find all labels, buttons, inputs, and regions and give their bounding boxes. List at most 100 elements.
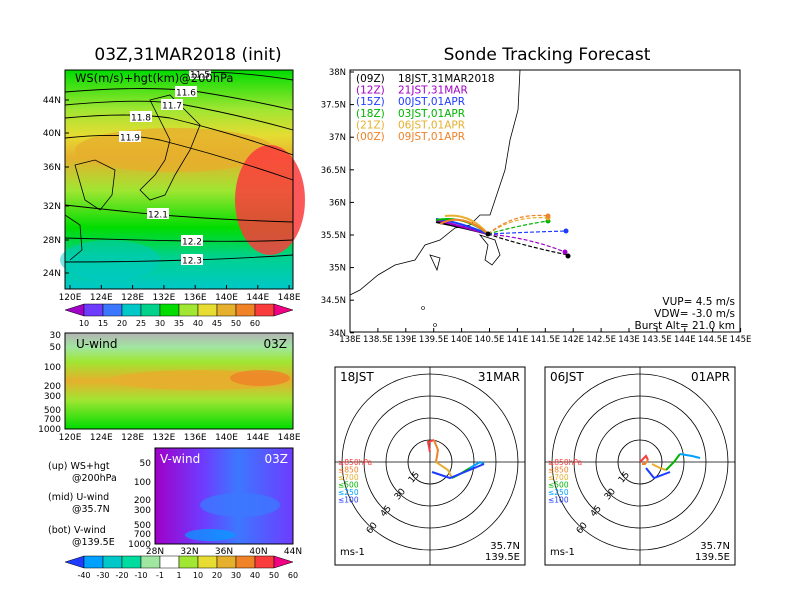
hodo-lat: 35.7N [700, 541, 730, 552]
hodo-trace [435, 461, 453, 479]
track-lon-tick-label: 143E [618, 335, 640, 345]
contour-label-bg [161, 99, 183, 110]
legend-code: (21Z) [356, 119, 385, 131]
ws-colorbar-swatch [273, 303, 294, 317]
contour-label: 11.7 [162, 102, 182, 112]
v-colorbar-swatch [121, 555, 142, 569]
track-descent-line [487, 233, 569, 256]
ws-colorbar-swatch [83, 303, 104, 317]
ws-colorbar-swatch [121, 303, 142, 317]
u-pressure-tick-label: 30 [50, 331, 62, 341]
track-landing-point [565, 253, 571, 259]
right-title: Sonde Tracking Forecast [444, 45, 651, 65]
track-lat-tick-label: 35.5N [321, 231, 346, 241]
v-colorbar-swatch [235, 555, 256, 569]
legend-time: 06JST,01APR [398, 119, 465, 131]
hodo-date: 31MAR [478, 370, 520, 384]
ws-colorbar-swatch [159, 303, 180, 317]
u-pressure-tick-label: 50 [50, 343, 62, 353]
track-descent-line [487, 220, 549, 235]
note-up-2: @200hPa [72, 473, 117, 484]
hodo-lat: 35.7N [490, 541, 520, 552]
hodo-trace [642, 459, 649, 465]
track-lon-tick-label: 138E [339, 335, 361, 345]
vup-text: VUP= 4.5 m/s [662, 296, 735, 308]
v-colorbar-label: -1 [156, 571, 164, 580]
contour-label-bg [175, 86, 197, 97]
ws-colorbar-label: 10 [79, 319, 89, 328]
weak-wind-area [60, 240, 160, 280]
ws-lat-tick-label: 32N [43, 202, 61, 212]
ws-colorbar-swatch [197, 303, 218, 317]
hodo-level-label: ≤850 [338, 466, 359, 475]
u-wind-frame [64, 332, 294, 430]
ws-colorbar-label: 20 [117, 319, 127, 328]
hodo-date: 01APR [691, 370, 730, 384]
u-lon-tick-label: 148E [278, 433, 301, 443]
u-lon-tick-label: 124E [90, 433, 113, 443]
v-pressure-tick-label: 200 [134, 496, 151, 506]
launch-point [485, 231, 491, 237]
u-pressure-tick-label: 500 [44, 406, 61, 416]
u-pressure-tick-label: 700 [44, 415, 61, 425]
u-wind-time: 03Z [264, 337, 288, 351]
u-pressure-tick-label: 100 [44, 363, 61, 373]
track-descent-line [487, 230, 567, 235]
u-lon-tick-label: 120E [59, 433, 82, 443]
u-lon-tick-label: 128E [121, 433, 144, 443]
v-wind-low [185, 529, 235, 541]
hodo-lon: 139.5E [695, 552, 730, 563]
legend-time: 03JST,01APR [398, 108, 465, 120]
ws-lat-tick-label: 40N [43, 129, 61, 139]
track-lon-tick-label: 139E [395, 335, 417, 345]
v-lat-tick-label: 28N [146, 547, 164, 557]
track-lat-tick-label: 34N [329, 329, 346, 339]
u-wind-core [230, 370, 290, 386]
hodo-unit: ms-1 [340, 547, 365, 558]
contour-line [64, 114, 294, 156]
track-lat-tick-label: 37N [329, 133, 346, 143]
ws-colorbar-swatch [254, 303, 275, 317]
ws-lat-tick-label: 28N [43, 236, 61, 246]
hodo-trace [431, 463, 485, 480]
track-lon-tick-label: 141E [507, 335, 529, 345]
v-lat-tick-label: 36N [215, 547, 233, 557]
track-landing-point [545, 213, 551, 219]
u-lon-tick-label: 132E [152, 433, 175, 443]
hodo-level-label: ≤500 [548, 481, 569, 490]
v-colorbar-swatch [178, 555, 199, 569]
ws-colorbar-swatch [178, 303, 199, 317]
legend-time: 00JST,01APR [398, 96, 465, 108]
contour-label: 11.9 [120, 134, 140, 144]
v-colorbar-label: 40 [250, 571, 260, 580]
ws-lon-tick-label: 148E [278, 293, 301, 303]
hodo-trace [639, 454, 649, 463]
track-lon-tick-label: 143.5E [642, 335, 672, 345]
legend-code: (12Z) [356, 85, 385, 97]
track-lat-tick-label: 36.5N [321, 166, 346, 176]
v-pressure-tick-label: 50 [140, 459, 152, 469]
ws-colorbar-swatch [235, 303, 256, 317]
track-descent-line [487, 217, 549, 235]
ws-colorbar-label: 15 [98, 319, 108, 328]
ws-lat-tick-label: 24N [43, 269, 61, 279]
hodo-level-label: ≤850 [548, 466, 569, 475]
contour-label: 12.1 [148, 211, 168, 221]
u-pressure-tick-label: 200 [44, 382, 61, 392]
track-lon-tick-label: 145E [730, 335, 752, 345]
contour-label: 11.5 [190, 71, 210, 81]
left-title: 03Z,31MAR2018 (init) [94, 45, 281, 65]
v-pressure-tick-label: 700 [134, 530, 151, 540]
note-bot-1: (bot) V-wind [48, 525, 106, 536]
ws-frame [64, 69, 294, 290]
v-colorbar-label: 50 [269, 571, 279, 580]
contour-label-bg [130, 111, 152, 122]
legend-code: (09Z) [356, 73, 385, 85]
track-lon-tick-label: 140E [451, 335, 473, 345]
hodo-level-label: ≤100 [548, 496, 569, 505]
track-lon-tick-label: 138.5E [363, 335, 393, 345]
v-pressure-tick-label: 300 [134, 506, 151, 516]
v-pressure-tick-label: 500 [134, 521, 151, 531]
v-colorbar-swatch [216, 555, 237, 569]
